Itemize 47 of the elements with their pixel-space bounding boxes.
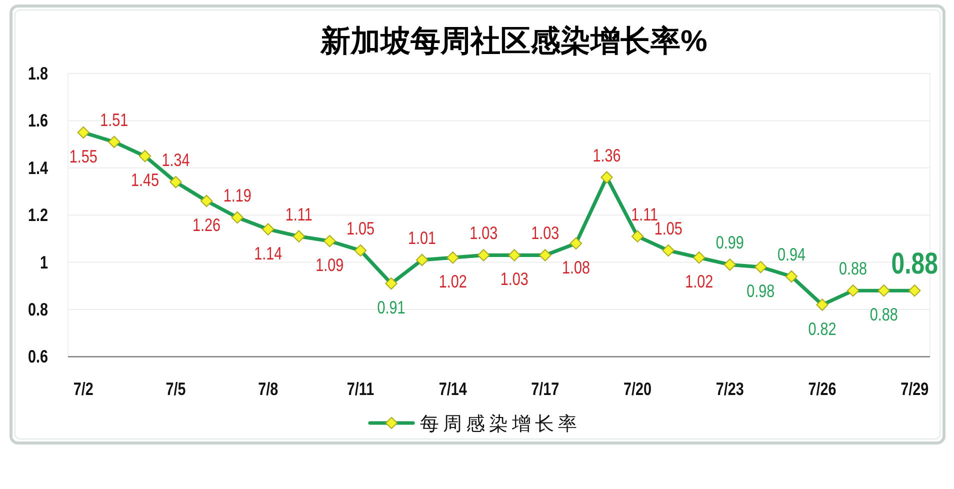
data-label: 1.03 [531,224,560,244]
data-label: 1.08 [562,258,590,278]
y-tick-label: 1.2 [28,206,48,226]
data-label: 1.03 [500,270,528,290]
data-label: 0.91 [377,298,406,318]
x-tick-label: 7/2 [73,380,94,400]
data-label: 1.45 [130,170,159,191]
data-label: 1.51 [100,110,128,130]
x-tick-label: 7/26 [808,380,836,400]
data-label: 1.26 [192,215,221,236]
data-label: 1.05 [654,219,682,239]
data-label: 1.36 [592,146,621,166]
data-label: 1.34 [162,150,190,170]
data-label: 0.99 [716,233,744,254]
data-label: 0.98 [746,282,775,302]
y-tick-label: 0.6 [28,347,48,368]
y-tick-label: 1.4 [28,158,48,178]
data-label: 0.88 [870,305,898,326]
y-tick-label: 1.6 [28,111,48,132]
legend: 每周感染增长率 [368,413,581,435]
data-label: 1.14 [254,244,282,264]
data-label: 1.01 [408,228,436,248]
x-tick-label: 7/29 [900,380,929,400]
data-label: 1.19 [223,186,252,206]
x-tick-label: 7/20 [624,380,652,400]
data-label: 1.11 [285,204,312,225]
data-label: 0.94 [777,245,806,265]
y-tick-label: 1.8 [28,64,48,84]
x-tick-label: 7/17 [531,380,560,400]
data-label: 1.02 [685,272,714,292]
data-label: 1.55 [69,147,98,167]
data-label: 1.09 [316,256,344,276]
data-label: 1.05 [346,219,374,239]
y-tick-label: 0.8 [28,300,48,320]
data-label: 0.82 [808,319,836,340]
x-tick-label: 7/14 [438,380,467,400]
legend-label: 每周感染增长率 [420,413,581,435]
data-label: 1.02 [438,272,467,292]
data-label: 0.88 [839,259,868,280]
data-label: 0.88 [891,246,938,280]
data-label: 1.03 [470,224,498,244]
x-tick-label: 7/23 [716,380,744,400]
x-tick-label: 7/5 [166,380,186,400]
chart-title: 新加坡每周社区感染增长率% [320,24,708,58]
x-tick-label: 7/11 [346,380,374,400]
x-tick-label: 7/8 [258,380,278,400]
y-tick-label: 1 [40,252,48,273]
